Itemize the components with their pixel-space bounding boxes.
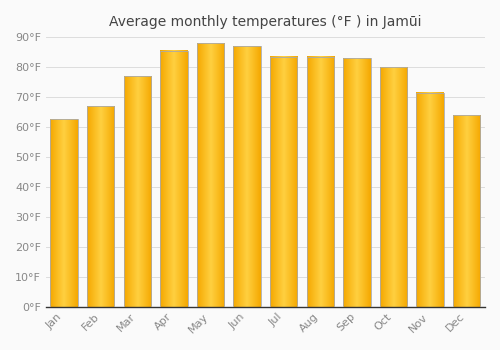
Bar: [160, 51, 188, 307]
Bar: [234, 46, 261, 307]
Bar: [270, 57, 297, 307]
Bar: [124, 76, 151, 307]
Bar: [380, 67, 407, 307]
Bar: [416, 92, 444, 307]
Bar: [197, 43, 224, 307]
Bar: [343, 58, 370, 307]
Bar: [306, 57, 334, 307]
Bar: [453, 115, 480, 307]
Title: Average monthly temperatures (°F ) in Jamūi: Average monthly temperatures (°F ) in Ja…: [109, 15, 422, 29]
Bar: [87, 106, 115, 307]
Bar: [50, 119, 78, 307]
